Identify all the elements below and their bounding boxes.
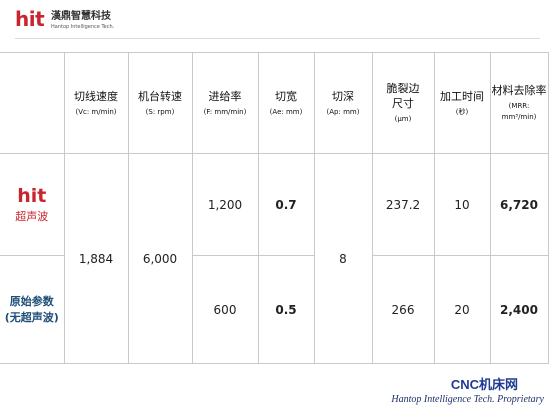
header-feed-rate: 进给率 (F: mm/min) bbox=[191, 52, 259, 154]
footer-brand: CNC机床网 bbox=[450, 377, 518, 392]
cell-spindle-speed: 6,000 bbox=[127, 153, 193, 364]
table-row-ultrasonic: hit 超声波 1,884 6,000 1,200 0.7 8 237.2 10… bbox=[0, 153, 549, 364]
cell-time-ultrasonic: 10 bbox=[433, 153, 491, 256]
cell-mrr-original: 2,400 bbox=[489, 255, 549, 364]
cell-feed-rate-ultrasonic: 1,200 bbox=[191, 153, 259, 256]
logo-mark: hit bbox=[15, 7, 45, 31]
cell-feed-rate-original: 600 bbox=[191, 255, 259, 364]
header-mrr: 材料去除率 (MRR: mm³/min) bbox=[489, 52, 549, 154]
table-row-original: 原始参数 (无超声波) 600 0.5 266 20 2,400 bbox=[0, 255, 549, 364]
logo-company-name: 漢鼎智慧科技 bbox=[51, 11, 111, 22]
row-label-original: 原始参数 (无超声波) bbox=[0, 255, 65, 364]
corner-cell bbox=[0, 52, 65, 154]
cell-cut-width-original: 0.5 bbox=[257, 255, 315, 364]
hit-logo-mark: hit bbox=[17, 184, 47, 207]
footer-proprietary: Hantop Intelligence Tech. Proprietary bbox=[391, 394, 544, 405]
header-cut-depth: 切深 (Ap: mm) bbox=[313, 52, 373, 154]
header-row: 切线速度 (Vc: m/min) 机台转速 (S: rpm) 进给率 (F: m… bbox=[0, 52, 549, 154]
cell-cutting-speed: 1,884 bbox=[63, 153, 129, 364]
row-label-ultrasonic: hit 超声波 bbox=[0, 153, 65, 256]
header-cutting-speed: 切线速度 (Vc: m/min) bbox=[63, 52, 129, 154]
header-chipping-size: 脆裂边 尺寸 (μm) bbox=[371, 52, 435, 154]
cell-chipping-ultrasonic: 237.2 bbox=[371, 153, 435, 256]
header-cut-width: 切宽 (Ae: mm) bbox=[257, 52, 315, 154]
cell-mrr-ultrasonic: 6,720 bbox=[489, 153, 549, 256]
header-divider bbox=[15, 38, 540, 39]
header-machining-time: 加工时间 (秒) bbox=[433, 52, 491, 154]
cell-chipping-original: 266 bbox=[371, 255, 435, 364]
comparison-table: 切线速度 (Vc: m/min) 机台转速 (S: rpm) 进给率 (F: m… bbox=[0, 52, 549, 364]
cell-time-original: 20 bbox=[433, 255, 491, 364]
logo-subtitle: Hantop Intelligence Tech. bbox=[51, 24, 115, 30]
cell-cut-depth: 8 bbox=[313, 153, 373, 364]
cell-cut-width-ultrasonic: 0.7 bbox=[257, 153, 315, 256]
header-spindle-speed: 机台转速 (S: rpm) bbox=[127, 52, 193, 154]
